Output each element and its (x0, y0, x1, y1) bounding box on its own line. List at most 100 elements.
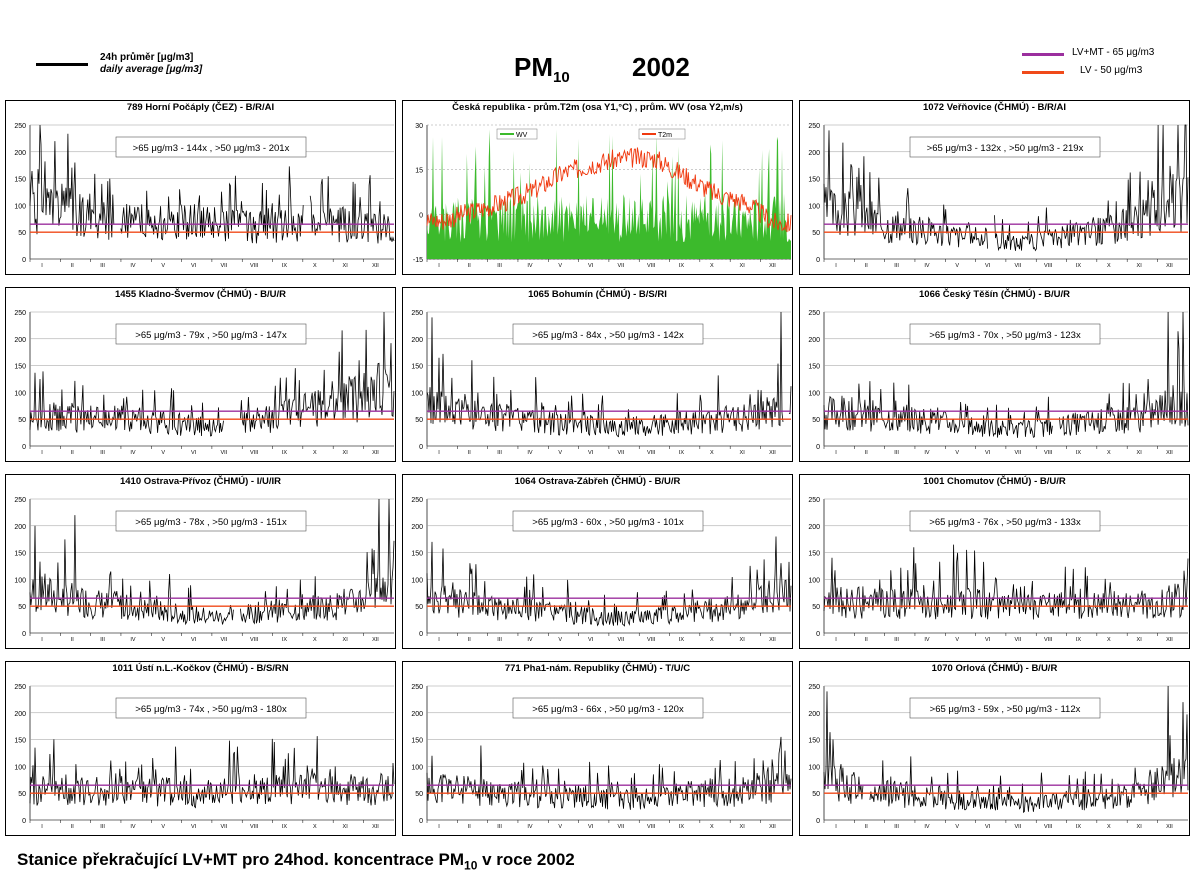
chart-panel: 1070 Orlová (ČHMÚ) - B/U/R 0 50 100 150 200 25… (799, 661, 1190, 836)
x-tick-label: II (468, 637, 472, 643)
chart-panel: 1455 Kladno-Švermov (ČHMÚ) - B/U/R 0 50 100… (5, 287, 396, 462)
x-tick-label: III (100, 824, 105, 830)
y-tick-label: 100 (411, 577, 423, 584)
y-tick-label: 100 (411, 390, 423, 397)
x-tick-label: IV (924, 263, 930, 269)
x-tick-label: XI (740, 637, 746, 643)
legend-t2m-label: T2m (658, 132, 672, 139)
legend-daily-label-cz: 24h průměr [μg/m3] (100, 52, 194, 63)
chart-title: 1011 Ústí n.L.-Kočkov (ČHMÚ) - B/S/RN (112, 663, 289, 674)
x-tick-label: II (71, 637, 75, 643)
y-tick-label: 250 (14, 497, 26, 504)
x-tick-label: VII (1015, 637, 1022, 643)
note-text: >65 μg/m3 - 78x , >50 μg/m3 - 151x (135, 517, 287, 528)
x-tick-label: II (71, 450, 75, 456)
x-tick-label: II (468, 824, 472, 830)
x-tick-label: VIII (250, 450, 259, 456)
x-tick-label: IX (282, 824, 288, 830)
x-tick-label: IX (1076, 824, 1082, 830)
x-tick-label: I (41, 263, 43, 269)
y-tick-label: 250 (808, 497, 820, 504)
legend-lvmt-label: LV+MT - 65 μg/m3 (1072, 47, 1155, 58)
x-tick-label: VII (618, 263, 625, 269)
wv-area (427, 129, 791, 259)
y-tick-label: 200 (808, 337, 820, 344)
x-tick-label: I (438, 824, 440, 830)
note-text: >65 μg/m3 - 144x , >50 μg/m3 - 201x (133, 143, 290, 154)
x-tick-label: VI (985, 637, 991, 643)
note-box (909, 697, 1101, 719)
legend-t2m-box (638, 128, 686, 140)
x-tick-label: X (1107, 450, 1111, 456)
pm10-line (426, 311, 792, 438)
x-tick-label: X (710, 263, 714, 269)
x-tick-label: IX (1076, 263, 1082, 269)
x-tick-label: V (161, 450, 165, 456)
x-tick-label: II (468, 450, 472, 456)
note-box (115, 697, 307, 719)
x-tick-label: X (1107, 263, 1111, 269)
note-box (909, 136, 1101, 158)
exceedance-note: >65 μg/m3 - 70x , >50 μg/m3 - 123x (909, 323, 1101, 345)
x-tick-label: XII (769, 637, 776, 643)
y-tick-label: 100 (808, 764, 820, 771)
note-text: >65 μg/m3 - 79x , >50 μg/m3 - 147x (135, 330, 287, 341)
x-tick-label: XI (1137, 450, 1143, 456)
chart-panel: 1011 Ústí n.L.-Kočkov (ČHMÚ) - B/S/RN 0 50… (5, 661, 396, 836)
x-tick-label: V (955, 637, 959, 643)
pm10-line (29, 124, 395, 244)
x-tick-label: VII (221, 450, 228, 456)
x-tick-label: VIII (647, 824, 656, 830)
x-tick-label: VIII (1044, 637, 1053, 643)
y-tick-label: 150 (808, 738, 820, 745)
chart-panel: 1065 Bohumín (ČHMÚ) - B/S/RI 0 50 100 150 200… (402, 287, 793, 462)
y-tick-label: 100 (808, 577, 820, 584)
chart-title: 1410 Ostrava-Přívoz (ČHMÚ) - I/U/IR (119, 476, 281, 487)
y-tick-label: 200 (411, 711, 423, 718)
x-tick-label: III (497, 450, 502, 456)
exceedance-note: >65 μg/m3 - 84x , >50 μg/m3 - 142x (512, 323, 704, 345)
chart-panel: 1064 Ostrava-Zábřeh (ČHMÚ) - B/U/R 0 50 100… (402, 474, 793, 649)
x-tick-label: VIII (647, 637, 656, 643)
x-tick-label: IX (282, 637, 288, 643)
x-tick-label: VII (618, 637, 625, 643)
x-tick-label: XII (769, 824, 776, 830)
y-tick-label: 50 (415, 791, 423, 798)
x-tick-label: VIII (1044, 263, 1053, 269)
y-tick-label: 200 (411, 524, 423, 531)
x-tick-label: III (894, 263, 899, 269)
pm10-line (29, 311, 395, 437)
x-tick-label: XII (372, 637, 379, 643)
y-tick-label: 250 (808, 123, 820, 130)
x-tick-label: IV (130, 824, 136, 830)
x-tick-label: XII (372, 824, 379, 830)
y-tick-label: 200 (808, 150, 820, 157)
x-tick-label: I (835, 637, 837, 643)
y-tick-label: 50 (18, 417, 26, 424)
legend-line-lv (1022, 71, 1064, 74)
chart-panel: 1072 Veřňovice (ČHMÚ) - B/R/AI 0 50 100 150 2… (799, 100, 1190, 275)
y-tick-label: 0 (419, 212, 423, 219)
x-tick-label: XI (1137, 263, 1143, 269)
x-tick-label: VI (985, 450, 991, 456)
x-tick-label: III (894, 450, 899, 456)
x-tick-label: IV (924, 450, 930, 456)
x-tick-label: VI (588, 450, 594, 456)
chart-panel: 1410 Ostrava-Přívoz (ČHMÚ) - I/U/IR 0 50 10… (5, 474, 396, 649)
x-tick-label: III (894, 824, 899, 830)
y-tick-label: 50 (812, 791, 820, 798)
title-year: 2002 (632, 52, 690, 82)
y-tick-label: 50 (415, 604, 423, 611)
x-tick-label: X (313, 263, 317, 269)
note-text: >65 μg/m3 - 74x , >50 μg/m3 - 180x (135, 704, 287, 715)
y-tick-label: 0 (419, 631, 423, 638)
x-tick-label: III (497, 637, 502, 643)
x-tick-label: VI (191, 263, 197, 269)
y-tick-label: 15 (415, 168, 423, 175)
